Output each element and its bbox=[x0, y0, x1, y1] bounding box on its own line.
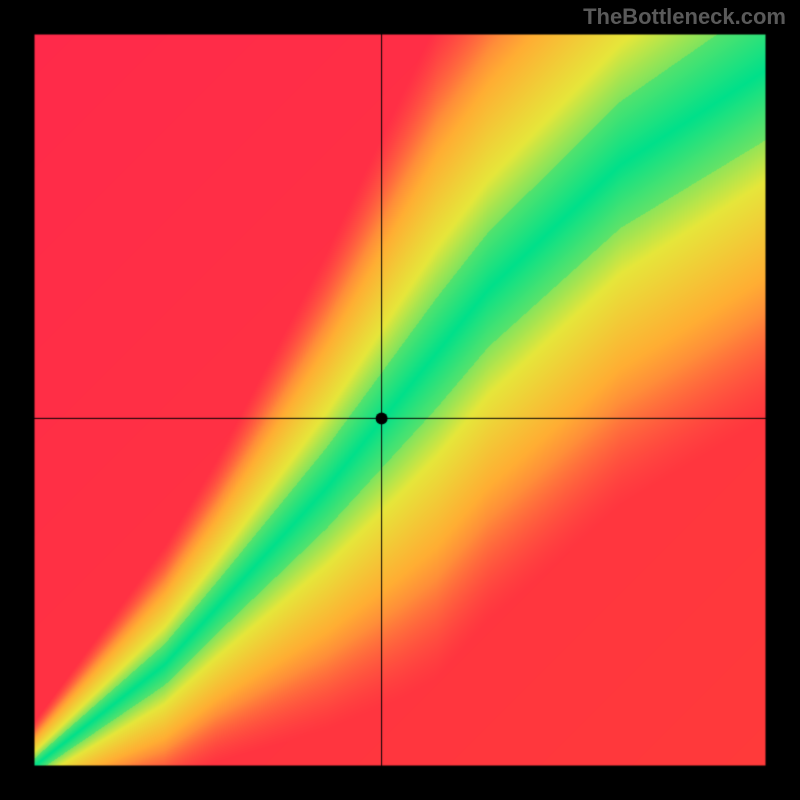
heatmap-canvas bbox=[0, 0, 800, 800]
chart-container: TheBottleneck.com bbox=[0, 0, 800, 800]
watermark-text: TheBottleneck.com bbox=[583, 4, 786, 30]
